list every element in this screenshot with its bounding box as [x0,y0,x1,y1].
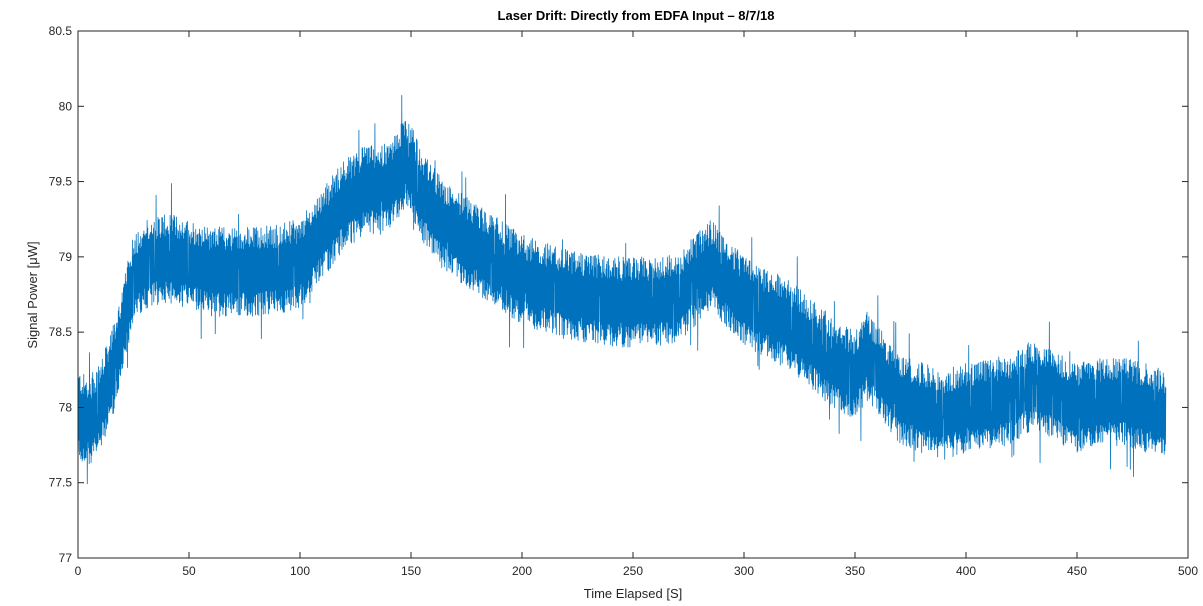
x-tick-label: 150 [401,564,421,578]
x-tick-label: 100 [290,564,310,578]
x-axis-label: Time Elapsed [S] [584,586,683,601]
x-tick-label: 250 [623,564,643,578]
y-tick-label: 80 [59,99,73,113]
y-axis-label: Signal Power [μW] [25,241,40,348]
y-tick-label: 79 [59,250,73,264]
x-tick-label: 350 [845,564,865,578]
x-tick-label: 200 [512,564,532,578]
x-tick-label: 400 [956,564,976,578]
y-tick-label: 77 [59,551,73,565]
series-layer [77,94,1167,485]
y-tick-label: 78.5 [49,325,73,339]
series-line [77,94,1167,485]
axes-layer: 0 50 100 150 200 250 300 350 400 450 500 77 77.5 78 78… [49,24,1199,578]
x-tick-label: 300 [734,564,754,578]
x-tick-label: 0 [75,564,82,578]
x-tick-label: 450 [1067,564,1087,578]
y-tick-label: 79.5 [49,175,73,189]
plot-frame [77,30,1189,559]
y-tick-label: 78 [59,400,73,414]
chart-title: Laser Drift: Directly from EDFA Input – … [498,8,775,23]
x-tick-label: 500 [1178,564,1198,578]
y-tick-label: 80.5 [49,24,73,38]
y-tick-label: 77.5 [49,476,73,490]
x-tick-label: 50 [182,564,196,578]
